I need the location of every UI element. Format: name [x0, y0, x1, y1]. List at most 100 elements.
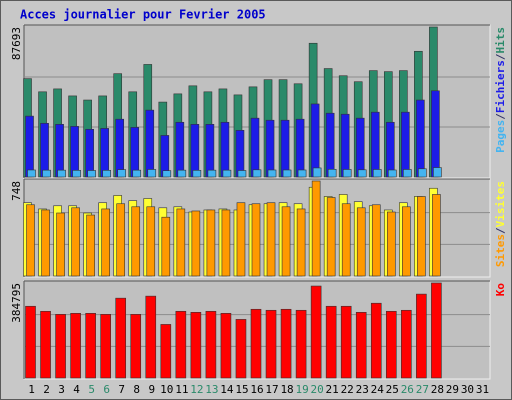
- bar: [57, 169, 66, 178]
- x-tick-label: 18: [280, 383, 293, 396]
- y-max-label: 748: [10, 181, 23, 201]
- bar: [342, 169, 352, 178]
- x-tick-label: 20: [311, 383, 324, 396]
- x-tick-label: 1: [28, 383, 35, 396]
- bar: [416, 293, 427, 379]
- bar: [220, 121, 230, 178]
- legend-entry: Pages: [494, 120, 507, 153]
- x-tick-label: 12: [190, 383, 203, 396]
- bar: [85, 128, 94, 178]
- x-tick-label: 16: [250, 383, 263, 396]
- bar: [401, 309, 412, 379]
- bar: [355, 117, 365, 178]
- x-tick-label: 27: [416, 383, 429, 396]
- bar: [205, 124, 215, 178]
- bar: [356, 207, 366, 277]
- legend-entry: Ko: [494, 283, 507, 297]
- bar: [190, 124, 200, 178]
- bar: [280, 119, 290, 178]
- bar: [296, 208, 306, 277]
- x-tick-label: 15: [235, 383, 248, 396]
- bar: [295, 118, 305, 178]
- bar: [26, 204, 35, 277]
- bar: [100, 314, 111, 379]
- bar: [207, 169, 217, 178]
- bar: [266, 202, 276, 277]
- bar: [386, 211, 396, 277]
- bar: [222, 169, 232, 178]
- bar: [221, 209, 231, 277]
- bar: [175, 121, 185, 178]
- bar: [102, 170, 111, 178]
- bar: [341, 203, 351, 277]
- bar: [370, 111, 380, 178]
- bar: [325, 305, 337, 379]
- x-tick-label: 22: [341, 383, 354, 396]
- bar: [130, 314, 142, 379]
- bar: [115, 297, 127, 379]
- bar: [145, 295, 157, 379]
- bar: [55, 124, 64, 178]
- bar: [340, 305, 352, 379]
- bar: [132, 169, 142, 178]
- bar: [40, 310, 51, 379]
- legend-entry: Hits: [494, 27, 507, 54]
- bar: [326, 197, 336, 277]
- chart-title: Acces journalier pour Fevrier 2005: [20, 8, 266, 22]
- legend-entry: Visites: [494, 181, 507, 227]
- x-tick-label: 28: [431, 383, 444, 396]
- x-tick-label: 3: [58, 383, 65, 396]
- y-max-label: 87693: [10, 27, 23, 60]
- bar: [265, 119, 275, 178]
- x-tick-label: 26: [401, 383, 414, 396]
- x-tick-label: 17: [265, 383, 278, 396]
- legend-entry: Sites: [494, 234, 507, 267]
- bar: [72, 170, 81, 178]
- bar: [55, 314, 66, 379]
- x-tick-label: 9: [148, 383, 155, 396]
- bar: [117, 169, 127, 178]
- x-tick-label: 14: [220, 383, 234, 396]
- bar: [27, 169, 36, 178]
- bar: [312, 167, 322, 178]
- bar: [25, 115, 34, 178]
- legend-separator: /: [494, 113, 507, 120]
- bar: [385, 121, 395, 178]
- bar: [205, 310, 217, 379]
- bar: [370, 302, 382, 379]
- bar: [371, 204, 381, 277]
- x-tick-label: 30: [461, 383, 474, 396]
- bar: [191, 210, 201, 277]
- bar: [206, 209, 216, 277]
- bar: [431, 282, 442, 379]
- bar: [236, 202, 246, 277]
- bar: [220, 313, 232, 379]
- legend-separator: /: [494, 227, 507, 234]
- y-max-label: 384795: [10, 283, 23, 323]
- bar: [387, 169, 397, 178]
- bar: [281, 206, 291, 277]
- bar: [433, 167, 442, 178]
- bar: [145, 109, 155, 178]
- x-tick-label: 6: [103, 383, 110, 396]
- bar: [190, 312, 202, 379]
- x-tick-label: 4: [73, 383, 80, 396]
- x-tick-label: 5: [88, 383, 95, 396]
- bar: [357, 169, 367, 178]
- bar: [311, 180, 321, 277]
- legend-entry: Fichiers: [494, 60, 507, 113]
- bar: [237, 170, 247, 178]
- bar: [71, 207, 80, 277]
- bar: [192, 170, 202, 178]
- bar: [176, 208, 186, 277]
- bar: [325, 112, 335, 178]
- bar: [161, 216, 171, 277]
- x-tick-label: 21: [326, 383, 339, 396]
- bar: [25, 305, 36, 379]
- bar: [41, 209, 50, 277]
- bar: [297, 169, 307, 178]
- bar: [250, 117, 260, 178]
- bar: [131, 206, 141, 277]
- bar: [162, 170, 172, 178]
